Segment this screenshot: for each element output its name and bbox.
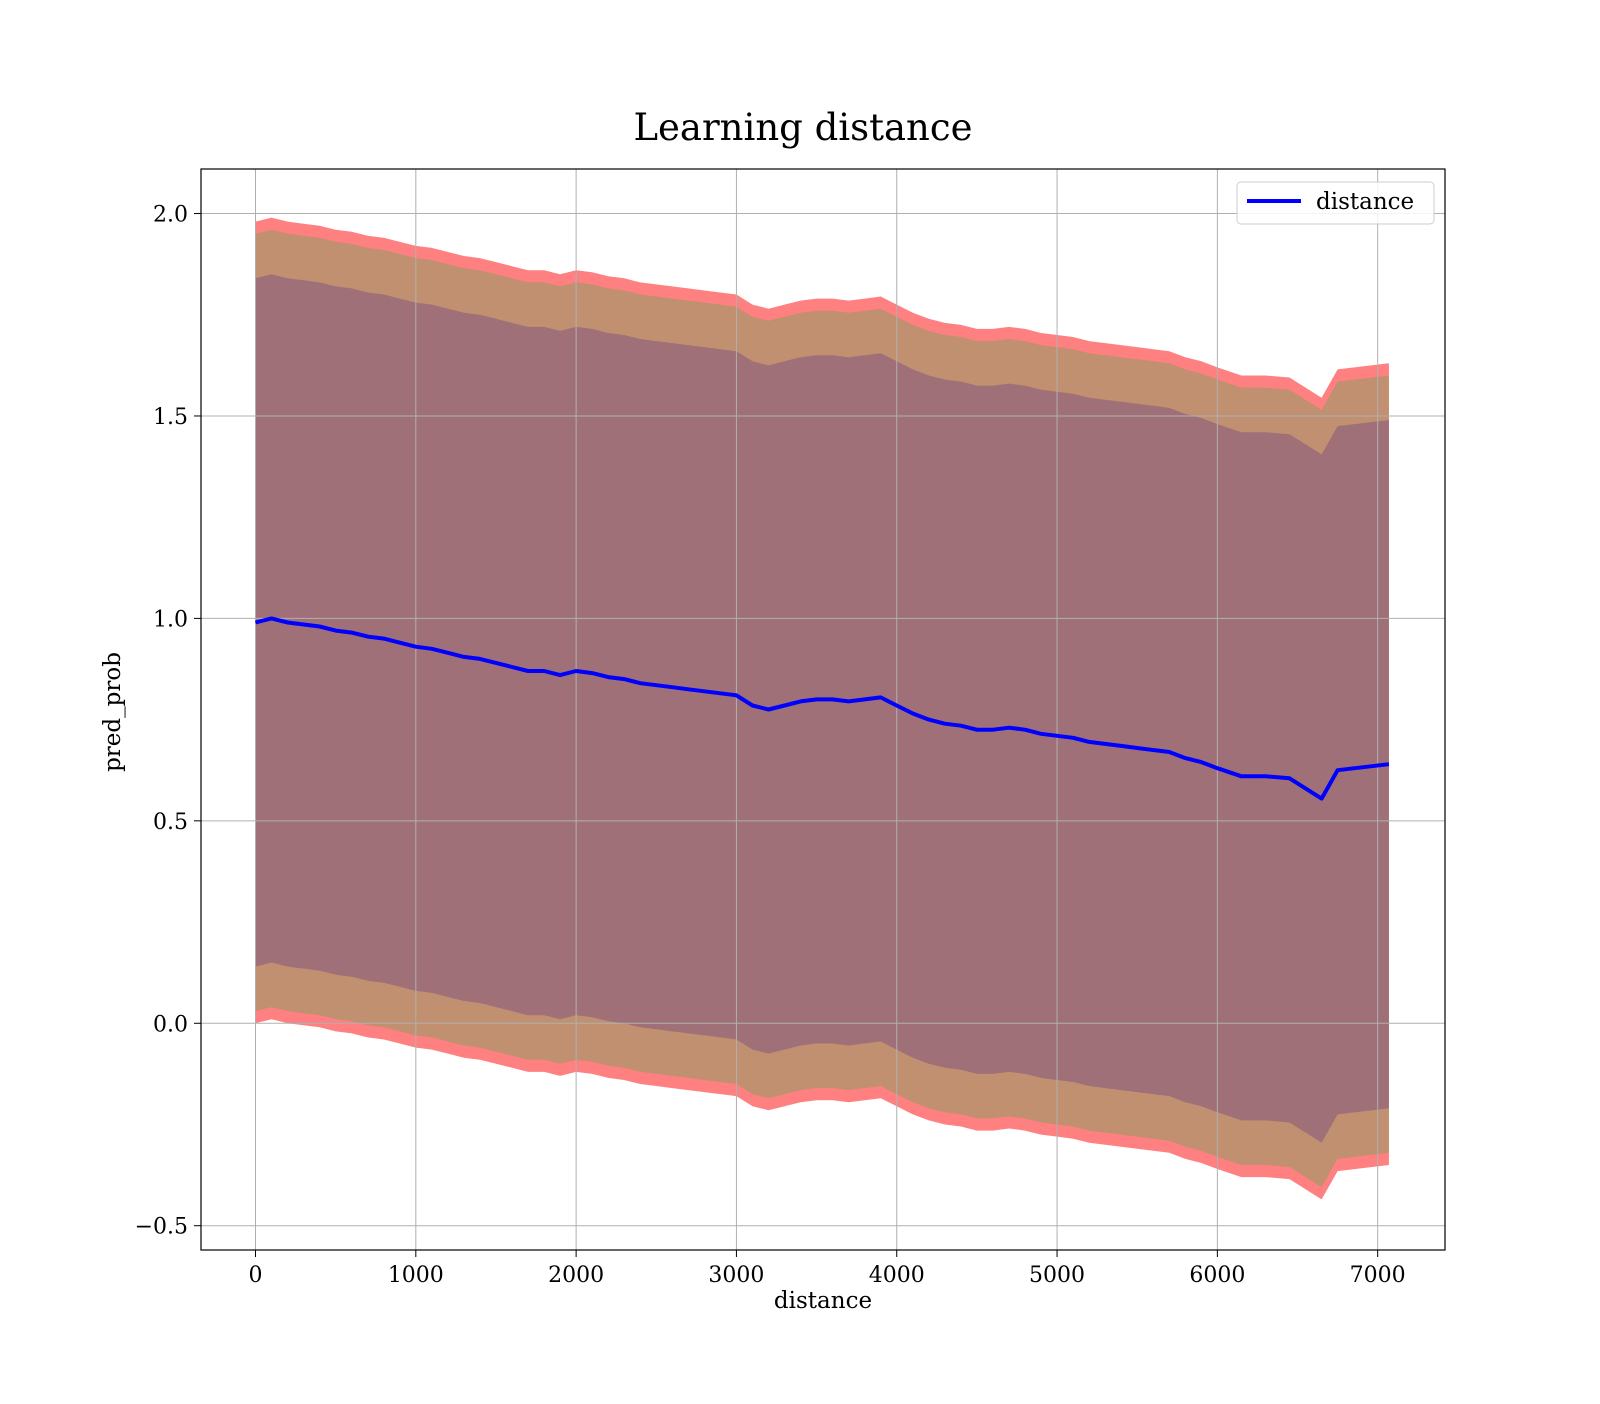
y-axis-label: pred_prob xyxy=(100,652,126,772)
x-tick-label: 0 xyxy=(249,1263,263,1288)
series-lines xyxy=(255,616,1390,801)
y-tick-label: −0.5 xyxy=(135,1215,188,1240)
series-line-distance xyxy=(255,616,1390,801)
x-axis-label: distance xyxy=(774,1288,872,1314)
x-tick-label: 5000 xyxy=(1029,1263,1085,1288)
y-tick-label: 1.5 xyxy=(153,405,188,430)
x-tick-label: 7000 xyxy=(1350,1263,1406,1288)
x-tick-label: 2000 xyxy=(548,1263,604,1288)
grid xyxy=(201,169,1445,1250)
legend-label-distance: distance xyxy=(1316,189,1414,215)
y-tick-label: 0.0 xyxy=(153,1012,188,1037)
legend-box xyxy=(1236,181,1435,225)
x-tick-label: 6000 xyxy=(1189,1263,1245,1288)
chart-title: Learning distance xyxy=(633,106,972,149)
x-tick-label: 1000 xyxy=(388,1263,444,1288)
x-axis-ticks: 0 1000 2000 3000 4000 5000 6000 7000 xyxy=(249,1250,1406,1288)
confidence-bands xyxy=(255,217,1389,1200)
confidence-band xyxy=(255,274,1389,1143)
x-tick-label: 3000 xyxy=(708,1263,764,1288)
legend: distance xyxy=(1236,181,1435,225)
x-tick-label: 4000 xyxy=(869,1263,925,1288)
y-tick-label: 1.0 xyxy=(153,607,188,632)
y-axis-ticks: −0.5 0.0 0.5 1.0 1.5 2.0 xyxy=(135,203,201,1240)
y-tick-label: 2.0 xyxy=(153,203,188,228)
plot-frame xyxy=(200,168,1446,1251)
y-tick-label: 0.5 xyxy=(153,810,188,835)
